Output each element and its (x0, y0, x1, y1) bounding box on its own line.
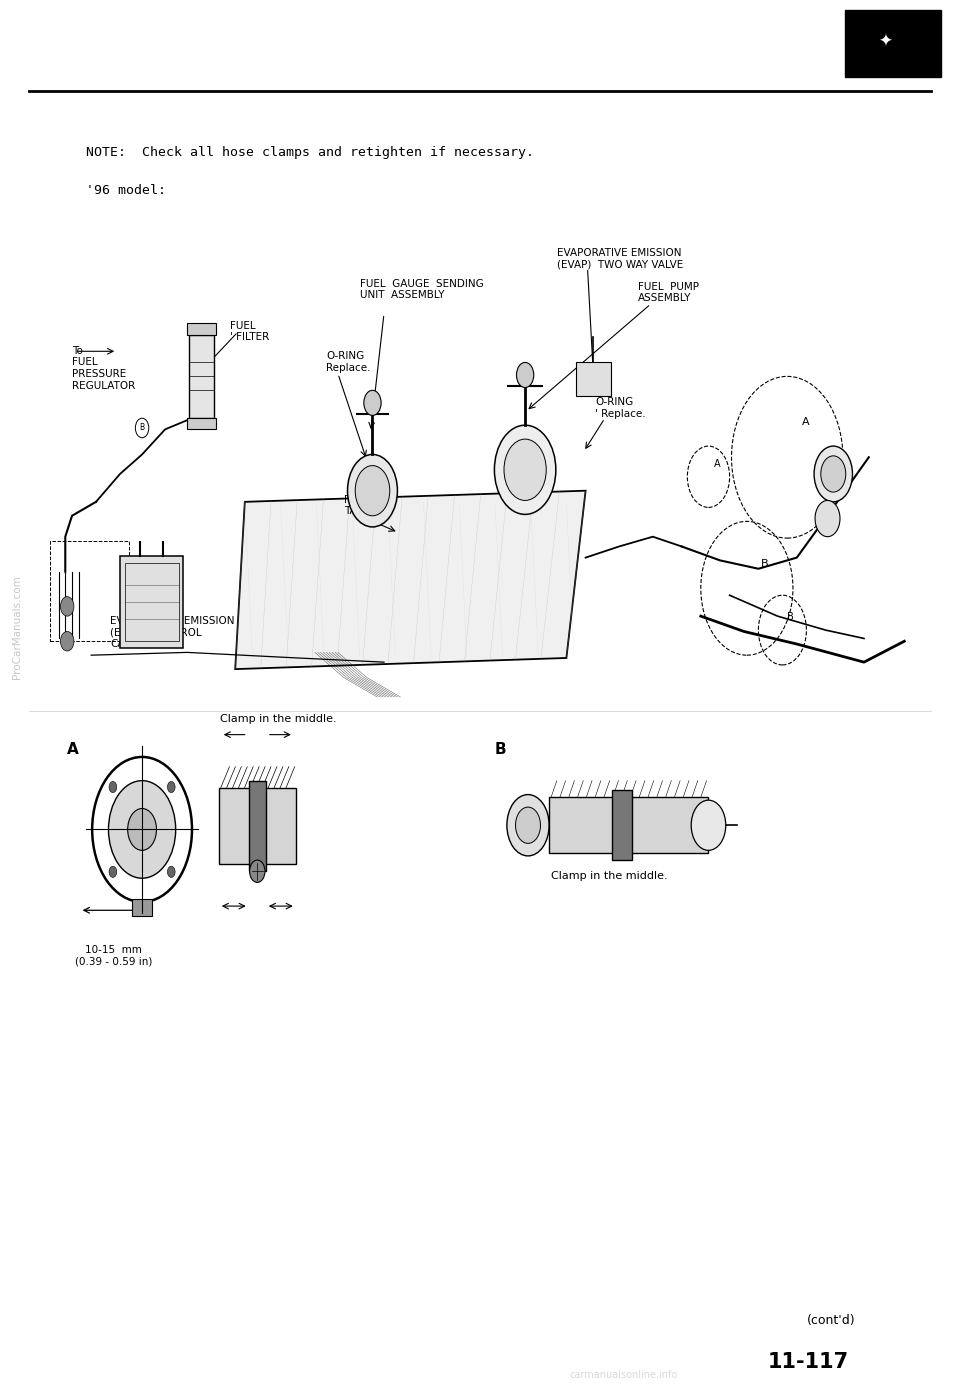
Text: FUEL  GAUGE  SENDING
UNIT  ASSEMBLY: FUEL GAUGE SENDING UNIT ASSEMBLY (360, 279, 484, 300)
Bar (219, 788, 296, 864)
Text: EVAPORATIVE EMISSION
(EVAP)  TWO WAY VALVE: EVAPORATIVE EMISSION (EVAP) TWO WAY VALV… (557, 248, 684, 269)
Text: 11-117: 11-117 (768, 1352, 850, 1372)
Circle shape (348, 454, 397, 527)
Text: FUEL
TANK: FUEL TANK (344, 495, 371, 516)
Text: B: B (139, 424, 145, 432)
Text: O-RING
' Replace.: O-RING ' Replace. (595, 397, 646, 418)
Circle shape (109, 782, 117, 793)
Text: '96 model:: '96 model: (86, 184, 166, 197)
Bar (549, 797, 708, 853)
Text: carmanualsonline.info: carmanualsonline.info (570, 1370, 678, 1380)
Circle shape (815, 500, 840, 537)
Bar (576, 362, 611, 396)
Circle shape (516, 362, 534, 388)
Circle shape (691, 800, 726, 850)
Circle shape (821, 456, 846, 492)
Circle shape (355, 466, 390, 516)
Circle shape (516, 807, 540, 843)
Bar (125, 563, 179, 641)
Circle shape (135, 418, 149, 438)
Text: B: B (494, 742, 506, 757)
Circle shape (167, 782, 175, 793)
Circle shape (250, 860, 265, 882)
Text: NOTE:  Check all hose clamps and retighten if necessary.: NOTE: Check all hose clamps and retighte… (86, 146, 535, 159)
Polygon shape (235, 491, 586, 669)
Text: To
FUEL
PRESSURE
REGULATOR: To FUEL PRESSURE REGULATOR (72, 346, 135, 390)
Circle shape (167, 866, 175, 877)
Text: A: A (714, 459, 721, 468)
Text: A: A (67, 742, 79, 757)
Text: EVAPORATIVE EMISSION
(EVAP)  CONTROL
CANISTER: EVAPORATIVE EMISSION (EVAP) CONTROL CANI… (110, 616, 235, 650)
Circle shape (108, 781, 176, 878)
Bar (120, 556, 183, 648)
Text: FUEL
' FILTER: FUEL ' FILTER (230, 321, 270, 342)
Bar (845, 10, 941, 77)
Text: B: B (761, 559, 769, 569)
Circle shape (60, 597, 74, 616)
Bar (189, 335, 214, 418)
Bar (50, 541, 129, 641)
Text: 10-15  mm
(0.39 - 0.59 in): 10-15 mm (0.39 - 0.59 in) (75, 945, 152, 966)
Text: ProCarManuals.com: ProCarManuals.com (12, 576, 21, 679)
Bar (132, 899, 152, 916)
Circle shape (109, 866, 117, 877)
Text: Clamp in the middle.: Clamp in the middle. (220, 714, 337, 723)
Circle shape (814, 446, 852, 502)
Circle shape (128, 809, 156, 850)
Text: FUEL  PUMP
ASSEMBLY: FUEL PUMP ASSEMBLY (638, 282, 700, 302)
Bar (187, 418, 216, 429)
Text: A: A (802, 417, 809, 427)
Circle shape (60, 631, 74, 651)
Circle shape (507, 795, 549, 856)
Bar (612, 790, 632, 860)
Circle shape (364, 390, 381, 415)
Text: ✦: ✦ (878, 33, 892, 50)
Text: Clamp in the middle.: Clamp in the middle. (551, 871, 668, 881)
Text: (cont'd): (cont'd) (806, 1315, 855, 1327)
Circle shape (92, 757, 192, 902)
Text: B: B (787, 612, 794, 622)
Circle shape (504, 439, 546, 500)
Bar (249, 781, 266, 871)
Text: O-RING
Replace.: O-RING Replace. (326, 351, 371, 372)
Bar (187, 323, 216, 335)
Circle shape (494, 425, 556, 514)
